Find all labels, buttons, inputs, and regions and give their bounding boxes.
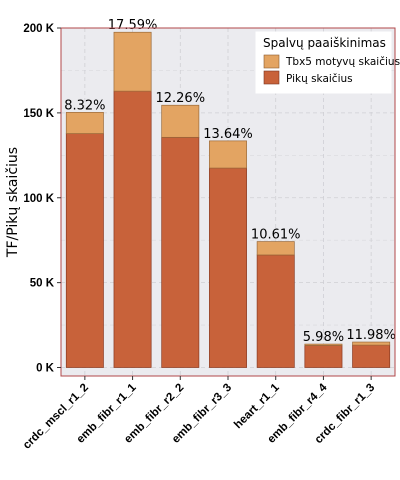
bar-crdc_fibr_r1_3-series-0 bbox=[352, 344, 391, 368]
bar-crdc_mscl_r1_2-series-1 bbox=[65, 112, 104, 134]
bar-emb_fibr_r3_3-series-0 bbox=[209, 167, 247, 368]
legend-label-pikai: Pikų skaičius bbox=[286, 73, 353, 85]
percent-label-3: 13.64% bbox=[203, 127, 253, 142]
y-axis: 0 K 50 K 100 K 150 K 200 K bbox=[23, 23, 61, 375]
percent-label-5: 5.98% bbox=[303, 330, 344, 345]
y-tick-label-4: 200 K bbox=[23, 23, 54, 35]
bar-emb_fibr_r2_2-series-1 bbox=[161, 104, 200, 138]
x-axis: crdc_mscl_r1_2emb_fibr_r1_1emb_fibr_r2_2… bbox=[21, 376, 377, 452]
legend-label-tbx5: Tbx5 motyvų skaičius bbox=[285, 56, 400, 68]
y-tick-label-2: 100 K bbox=[23, 193, 54, 205]
percent-label-4: 10.61% bbox=[251, 228, 301, 243]
bar-emb_fibr_r4_4-series-1 bbox=[304, 343, 343, 346]
legend: Spalvų paaiškinimas Tbx5 motyvų skaičius… bbox=[255, 31, 400, 94]
legend-title: Spalvų paaiškinimas bbox=[263, 36, 386, 50]
bar-heart_r1_1-series-1 bbox=[256, 241, 295, 256]
bars bbox=[65, 31, 391, 368]
legend-swatch-pikai bbox=[263, 70, 280, 85]
percent-label-2: 12.26% bbox=[155, 91, 205, 106]
percent-label-1: 17.59% bbox=[108, 18, 158, 33]
bar-crdc_mscl_r1_2-series-0 bbox=[65, 133, 104, 368]
bar-heart_r1_1-series-0 bbox=[256, 254, 295, 368]
percent-labels: 8.32% 17.59% 12.26% 13.64% 10.61% 5.98% 11.98% bbox=[64, 18, 396, 345]
y-tick-label-1: 50 K bbox=[30, 278, 55, 290]
percent-label-6: 11.98% bbox=[346, 328, 396, 343]
x-tick-label-4: heart_r1_1 bbox=[232, 381, 282, 431]
bar-emb_fibr_r2_2-series-0 bbox=[161, 136, 200, 368]
y-tick-label-3: 150 K bbox=[23, 108, 54, 120]
y-tick-label-0: 0 K bbox=[36, 363, 55, 375]
bar-emb_fibr_r3_3-series-1 bbox=[209, 140, 247, 169]
bar-emb_fibr_r1_1-series-0 bbox=[113, 90, 152, 368]
bar-crdc_fibr_r1_3-series-1 bbox=[352, 341, 391, 346]
legend-swatch-tbx5 bbox=[263, 54, 280, 69]
bar-emb_fibr_r4_4-series-0 bbox=[304, 345, 343, 368]
percent-label-0: 8.32% bbox=[64, 98, 105, 113]
bar-emb_fibr_r1_1-series-1 bbox=[113, 31, 152, 92]
y-axis-label: TF/Pikų skaičius bbox=[5, 147, 21, 258]
